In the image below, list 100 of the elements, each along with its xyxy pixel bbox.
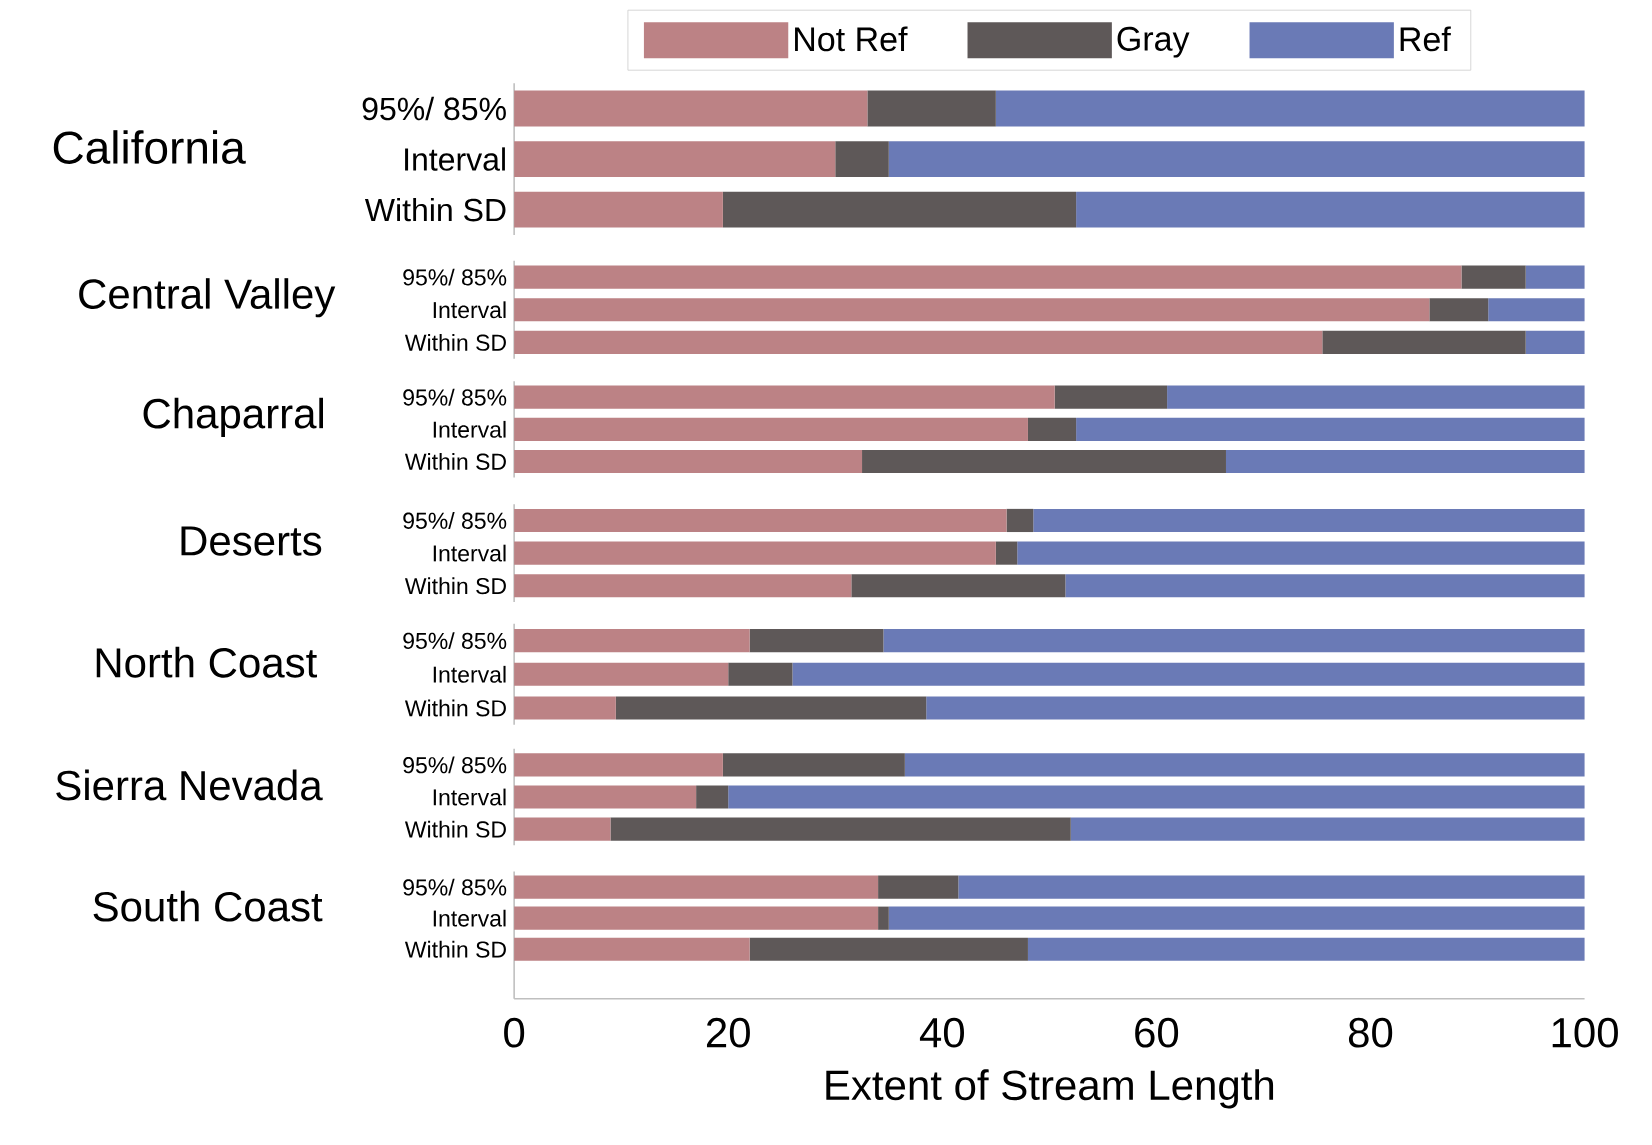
bar [995, 90, 1585, 127]
bar [749, 628, 884, 653]
chart-title: South Coast [93, 890, 323, 922]
chart-title: Central Valley [79, 278, 336, 318]
bar [1322, 330, 1526, 354]
bar [696, 785, 729, 809]
bar [1033, 508, 1585, 532]
bar [867, 90, 996, 127]
bar [995, 541, 1018, 565]
bar [1065, 574, 1585, 598]
bar [1461, 265, 1526, 289]
bar [926, 696, 1585, 720]
y-tick-label: Interval [433, 544, 506, 562]
bar [883, 628, 1585, 653]
bar [749, 937, 1028, 961]
bar [1525, 330, 1585, 354]
y-tick-label: Interval [433, 909, 506, 927]
bar [514, 265, 1462, 289]
bar [514, 696, 616, 720]
y-tick-label: 95%/ 85% [403, 511, 507, 529]
bar [514, 541, 996, 565]
bar [888, 906, 1585, 930]
y-tick-label: Within SD [404, 699, 506, 717]
bar [888, 141, 1585, 177]
y-tick-label: Within SD [404, 452, 506, 470]
legend-label: Not Ref [795, 26, 908, 52]
chart-title: North Coast [96, 646, 318, 678]
y-tick-label: 95%/ 85% [403, 268, 507, 286]
y-tick-label: Within SD [404, 940, 506, 958]
bar [722, 753, 905, 777]
bar [1076, 191, 1585, 228]
y-tick-label: Within SD [404, 820, 506, 838]
bar [851, 574, 1066, 598]
text: California [53, 130, 246, 164]
bar [722, 191, 1077, 228]
y-tick-label: 95%/ 85% [403, 632, 507, 649]
y-tick-label: 95%/ 85% [403, 756, 507, 774]
y-tick-label: 95%/ 85% [403, 878, 507, 896]
y-tick-label: Interval [405, 147, 505, 171]
bar [514, 298, 1430, 322]
bar [514, 628, 750, 653]
y-tick-label: Interval [433, 788, 506, 806]
x-tick-label: 100 [1552, 1017, 1618, 1048]
bar [514, 90, 868, 127]
x-axis-title: Extent of Stream Length [826, 1069, 1274, 1109]
bar [728, 785, 1585, 809]
y-tick-label: Within SD [404, 577, 506, 595]
bar [1429, 298, 1489, 322]
bar [610, 817, 1071, 841]
bar [1525, 265, 1585, 289]
bar [514, 191, 723, 228]
y-tick-label: Within SD [364, 197, 506, 222]
bar [1070, 817, 1585, 841]
x-tick-label: 60 [1135, 1017, 1179, 1048]
bar [514, 141, 836, 177]
bar [1027, 937, 1585, 961]
y-tick-label: Interval [433, 301, 506, 319]
y-tick-label: Interval [433, 420, 506, 438]
bar [728, 662, 793, 686]
x-tick-label: 40 [919, 1017, 965, 1048]
bar [1167, 385, 1585, 409]
bar [514, 906, 879, 930]
bar [514, 385, 1055, 409]
bar [514, 417, 1028, 441]
bar [1006, 508, 1034, 532]
bar [514, 875, 879, 899]
legend-label: Ref [1400, 26, 1451, 52]
bar [514, 508, 1007, 532]
chart-title: Sierra Nevada [56, 769, 323, 801]
bar [514, 449, 863, 473]
chart-title: Deserts [181, 526, 322, 556]
bar [878, 906, 889, 930]
y-tick-label: Interval [433, 665, 506, 683]
chart-title: Chaparral [143, 397, 324, 437]
bar [1488, 298, 1585, 322]
bar [904, 753, 1585, 777]
bar [958, 875, 1585, 899]
x-tick-label: 80 [1348, 1017, 1393, 1048]
bar [514, 817, 611, 841]
bar [878, 875, 959, 899]
bar [514, 574, 852, 598]
bar [1017, 541, 1585, 565]
bar [514, 785, 697, 809]
y-tick-label: Within SD [404, 333, 506, 351]
bar [514, 753, 723, 777]
x-tick-label: 20 [706, 1017, 750, 1048]
bar [1054, 385, 1168, 409]
bar [514, 330, 1323, 354]
bar [835, 141, 889, 177]
y-tick-label: 95%/ 85% [362, 96, 506, 121]
bar [514, 937, 750, 961]
legend-label: Gray [1117, 26, 1190, 58]
x-tick-label: 0 [504, 1017, 525, 1048]
bar [792, 662, 1585, 686]
bar [862, 449, 1226, 473]
bar [1225, 449, 1585, 473]
y-tick-label: 95%/ 85% [403, 388, 507, 406]
bar [1076, 417, 1585, 441]
bar [1027, 417, 1077, 441]
bar [514, 662, 729, 686]
